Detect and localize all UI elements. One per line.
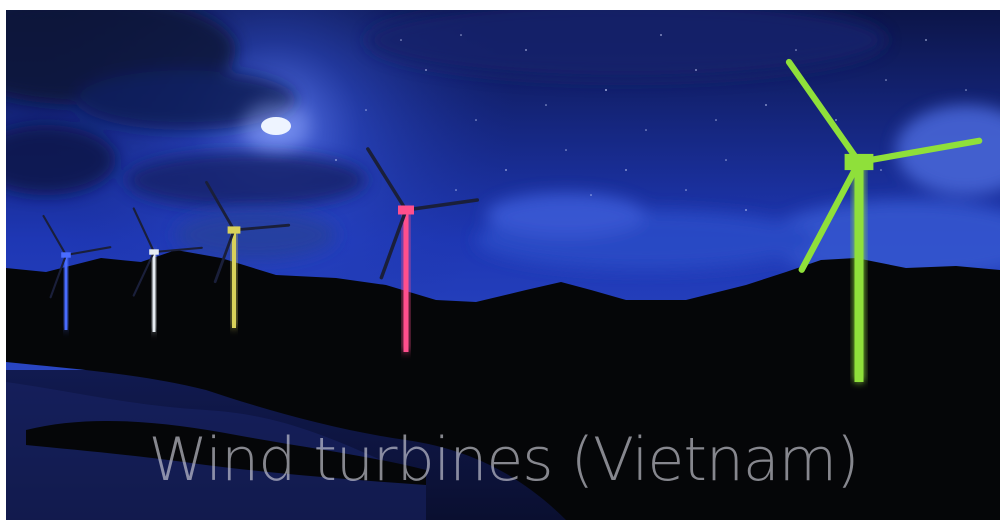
turbine-nacelle — [227, 226, 241, 234]
turbine-blade — [404, 198, 480, 212]
white-turbine — [132, 207, 203, 332]
turbine-blade — [132, 207, 156, 254]
turbine-blade — [855, 137, 983, 166]
image-caption: Wind turbines (Vietnam) — [148, 425, 859, 495]
night-scene-illustration — [6, 10, 1000, 520]
turbine-blade — [798, 158, 863, 273]
turbine-tower — [854, 162, 864, 382]
turbines — [42, 58, 983, 382]
turbine-nacelle — [61, 252, 71, 258]
turbine-blade — [152, 246, 203, 254]
turbine-blade — [205, 180, 236, 232]
turbine-blade — [366, 147, 408, 212]
yellow-turbine — [205, 180, 291, 328]
wind-turbines-photo — [6, 10, 1000, 520]
turbine-tower — [152, 252, 156, 332]
turbine-tower — [232, 230, 236, 328]
dark-hills — [6, 250, 1000, 520]
pink-turbine — [366, 147, 480, 352]
turbine-blade — [49, 253, 68, 299]
turbine-tower — [64, 255, 68, 330]
turbine-blade — [64, 246, 112, 257]
turbine-blade — [232, 223, 291, 232]
stars — [335, 34, 967, 211]
turbine-blade — [379, 208, 408, 280]
turbine-nacelle — [398, 205, 414, 215]
turbine-nacelle — [844, 153, 874, 171]
turbine-tower — [403, 210, 409, 352]
blue-turbine — [42, 214, 112, 330]
turbine-nacelle — [149, 249, 159, 255]
turbine-blade — [785, 58, 863, 166]
moon — [261, 117, 291, 135]
turbine-blade — [213, 228, 236, 284]
green-turbine — [785, 58, 983, 382]
turbine-blade — [132, 250, 156, 297]
turbine-blade — [42, 214, 68, 257]
